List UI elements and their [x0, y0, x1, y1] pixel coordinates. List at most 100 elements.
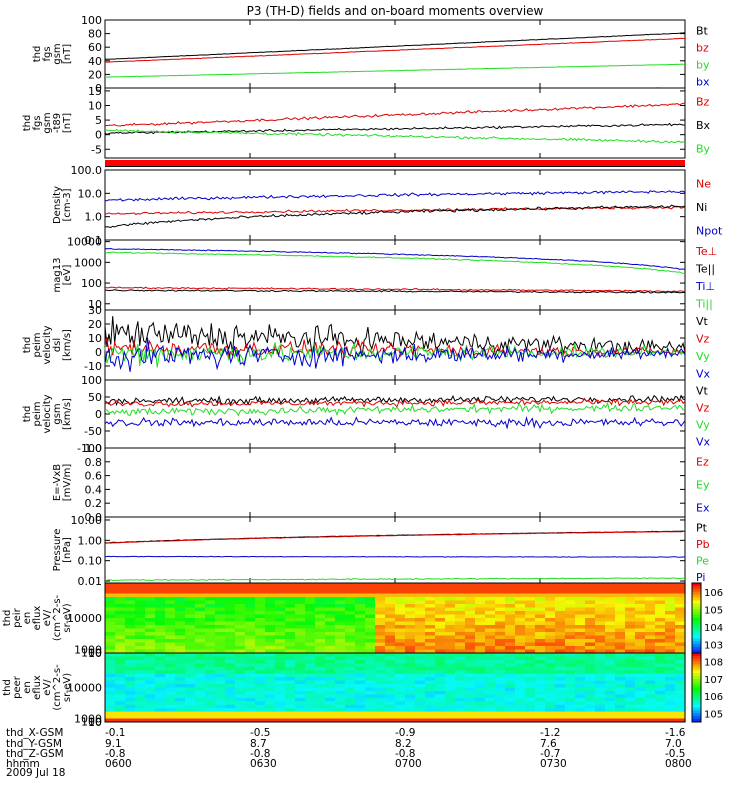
spectrogram-cell [235, 666, 246, 671]
spectrogram-cell [355, 687, 366, 692]
spectrogram-cell [625, 635, 636, 640]
spectrogram-cell [575, 656, 586, 661]
spectrogram-cell [665, 663, 676, 668]
spectrogram-cell [425, 680, 436, 685]
spectrogram-cell [575, 666, 586, 671]
y-tick-label: 10 [88, 298, 102, 311]
spectrogram-cell [355, 656, 366, 661]
spectrogram-cell [515, 604, 526, 609]
spectrogram-cell [585, 642, 596, 647]
spectrogram-cell [345, 687, 356, 692]
spectrogram-cell [455, 635, 466, 640]
spectrogram-cell [515, 642, 526, 647]
spectrogram-cell [625, 715, 636, 720]
spectrogram-cell [315, 666, 326, 671]
spectrogram-cell [645, 593, 656, 598]
spectrogram-cell [375, 642, 386, 647]
spectrogram-cell [155, 687, 166, 692]
spectrogram-cell [575, 691, 586, 695]
spectrogram-cell [305, 618, 316, 623]
spectrogram-cell [555, 611, 566, 616]
spectrogram-cell [425, 659, 436, 664]
spectrogram-cell [285, 718, 296, 723]
spectrogram-cell [625, 614, 636, 619]
spectrogram-cell [485, 718, 496, 723]
spectrogram-cell [645, 718, 656, 723]
spectrogram-cell [235, 663, 246, 668]
spectrogram-cell [285, 666, 296, 671]
spectrogram-cell [365, 611, 376, 616]
spectrogram-cell [515, 663, 526, 668]
spectrogram-cell [435, 607, 446, 612]
spectrogram-cell [255, 639, 266, 644]
spectrogram-cell [395, 663, 406, 668]
spectrogram-cell [125, 607, 136, 612]
spectrogram-cell [505, 691, 516, 695]
spectrogram-cell [365, 697, 376, 702]
spectrogram-cell [295, 691, 306, 695]
spectrogram-cell [415, 701, 426, 706]
spectrogram-cell [385, 618, 396, 623]
spectrogram-cell [265, 590, 276, 595]
spectrogram-cell [245, 593, 256, 598]
spectrogram-cell [345, 604, 356, 609]
spectrogram-cell [115, 625, 126, 630]
spectrogram-cell [275, 604, 286, 609]
spectrogram-cell [275, 666, 286, 671]
spectrogram-cell [645, 628, 656, 633]
spectrogram-cell [415, 635, 426, 640]
spectrogram-cell [175, 642, 186, 647]
spectrogram-cell [505, 604, 516, 609]
spectrogram-cell [215, 670, 226, 675]
spectrogram-cell [165, 684, 176, 688]
spectrogram-cell [355, 673, 366, 678]
spectrogram-cell [325, 583, 336, 588]
spectrogram-cell [465, 684, 476, 688]
spectrogram-cell [455, 597, 466, 602]
spectrogram-cell [535, 697, 546, 702]
spectrogram-cell [225, 597, 236, 602]
spectrogram-cell [225, 646, 236, 651]
spectrogram-cell [655, 625, 666, 630]
spectrogram-cell [185, 691, 196, 695]
spectrogram-cell [135, 701, 146, 706]
spectrogram-cell [315, 625, 326, 630]
spectrogram-cell [625, 718, 636, 723]
spectrogram-cell [385, 673, 396, 678]
spectrogram-cell [255, 687, 266, 692]
spectrogram-cell [355, 684, 366, 688]
spectrogram-cell [445, 593, 456, 598]
spectrogram-cell [385, 653, 396, 657]
spectrogram-cell [345, 673, 356, 678]
spectrogram-cell [555, 625, 566, 630]
spectrogram-cell [255, 614, 266, 619]
spectrogram-cell [485, 614, 496, 619]
spectrogram-cell [225, 593, 236, 598]
spectrogram-cell [175, 590, 186, 595]
spectrogram-cell [565, 604, 576, 609]
spectrogram-cell [415, 597, 426, 602]
spectrogram-cell [185, 628, 196, 633]
spectrogram-cell [175, 659, 186, 664]
spectrogram-cell [315, 718, 326, 723]
spectrogram-cell [525, 656, 536, 661]
spectrogram-cell [215, 625, 226, 630]
spectrogram-cell [425, 625, 436, 630]
spectrogram-cell [505, 611, 516, 616]
spectrogram-cell [155, 697, 166, 702]
spectrogram-cell [645, 614, 656, 619]
spectrogram-cell [465, 715, 476, 720]
spectrogram-cell [575, 670, 586, 675]
spectrogram-cell [545, 600, 556, 605]
legend-bz: Bz [696, 96, 710, 109]
spectrogram-cell [515, 607, 526, 612]
spectrogram-cell [265, 642, 276, 647]
spectrogram-cell [185, 663, 196, 668]
spectrogram-cell [495, 659, 506, 664]
spectrogram-cell [565, 663, 576, 668]
spectrogram-cell [355, 639, 366, 644]
spectrogram-cell [335, 649, 346, 654]
spectrogram-cell [625, 586, 636, 591]
spectrogram-cell [385, 663, 396, 668]
spectrogram-cell [475, 680, 486, 685]
